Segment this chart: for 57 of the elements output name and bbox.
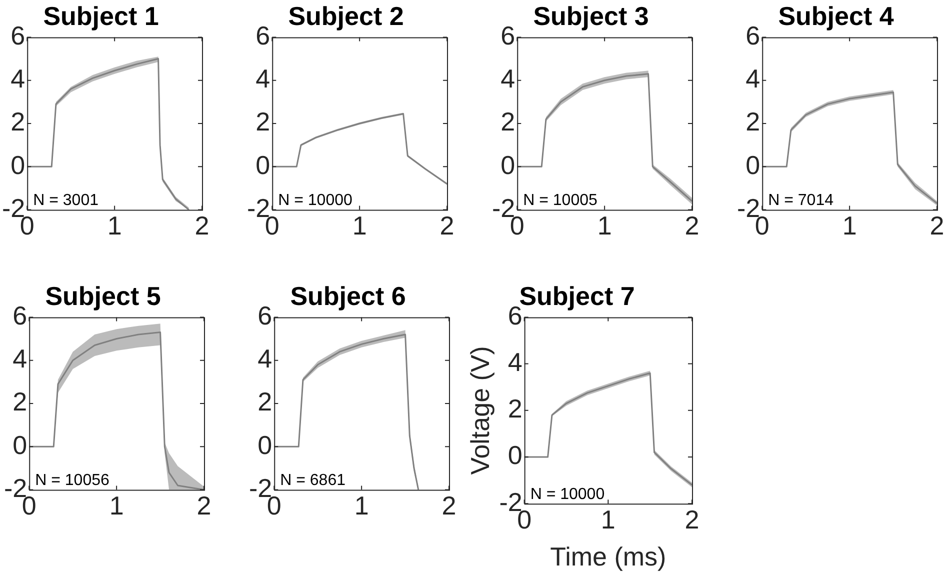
y-tick-label: 0 — [258, 430, 272, 460]
x-tick-label: 2 — [194, 210, 210, 241]
y-tick-label: 2 — [12, 386, 28, 417]
chart-title: Subject 6 — [290, 280, 406, 311]
y-tick-label: 6 — [10, 20, 26, 50]
y-tick-label: 2 — [258, 386, 272, 417]
chart-title: Subject 3 — [533, 0, 649, 31]
y-tick-label: 0 — [500, 150, 516, 180]
y-tick-label: 2 — [500, 106, 516, 137]
y-tick-label: 0 — [12, 430, 28, 460]
y-tick-label: 2 — [508, 394, 522, 424]
chart-title: Subject 5 — [45, 280, 161, 311]
y-tick-label: 4 — [508, 346, 522, 377]
y-tick-label: 2 — [746, 106, 760, 137]
x-tick-label: 2 — [196, 490, 212, 521]
x-tick-label: 1 — [352, 210, 367, 241]
y-tick-label: 4 — [500, 64, 516, 94]
y-tick-label: 0 — [508, 440, 522, 470]
chart-title: Subject 1 — [43, 0, 159, 31]
x-tick-label: 2 — [440, 210, 454, 241]
y-tick-label: 6 — [256, 20, 270, 50]
x-axis-title: Time (ms) — [550, 542, 666, 572]
y-tick-label: 6 — [258, 300, 272, 330]
y-tick-label: 6 — [12, 300, 28, 330]
x-tick-label: 1 — [107, 210, 122, 241]
y-tick-label: 4 — [12, 344, 28, 374]
y-axis-title: Voltage (V) — [464, 346, 495, 475]
x-tick-label: 2 — [930, 210, 944, 241]
chart-title: Subject 7 — [519, 280, 635, 311]
y-tick-label: 0 — [256, 150, 270, 180]
y-tick-label: 2 — [256, 106, 270, 137]
y-tick-label: 2 — [10, 106, 26, 137]
x-tick-label: 1 — [354, 490, 369, 521]
annotation: N = 10005 — [523, 192, 598, 210]
x-tick-label: 2 — [684, 210, 700, 241]
y-tick-label: 6 — [746, 20, 760, 50]
x-tick-label: 1 — [600, 504, 616, 534]
y-tick-label: 0 — [746, 150, 760, 180]
chart-title: Subject 2 — [288, 0, 404, 31]
annotation: N = 6861 — [280, 472, 346, 490]
y-tick-label: 4 — [10, 64, 26, 94]
annotation: N = 3001 — [33, 192, 99, 210]
y-tick-label: 4 — [746, 64, 760, 94]
y-tick-label: 4 — [258, 344, 272, 374]
annotation: N = 10000 — [278, 192, 352, 210]
y-tick-label: 4 — [256, 64, 270, 94]
x-tick-label: 1 — [109, 490, 124, 521]
annotation: N = 10000 — [530, 486, 605, 504]
chart-title: Subject 4 — [778, 0, 894, 31]
annotation: N = 10056 — [35, 472, 110, 490]
x-tick-label: 1 — [597, 210, 612, 241]
y-tick-label: 6 — [500, 20, 516, 50]
x-tick-label: 2 — [442, 490, 456, 521]
annotation: N = 7014 — [768, 192, 834, 210]
x-tick-label: 1 — [842, 210, 857, 241]
y-tick-label: 0 — [10, 150, 26, 180]
x-tick-label: 2 — [684, 504, 700, 534]
